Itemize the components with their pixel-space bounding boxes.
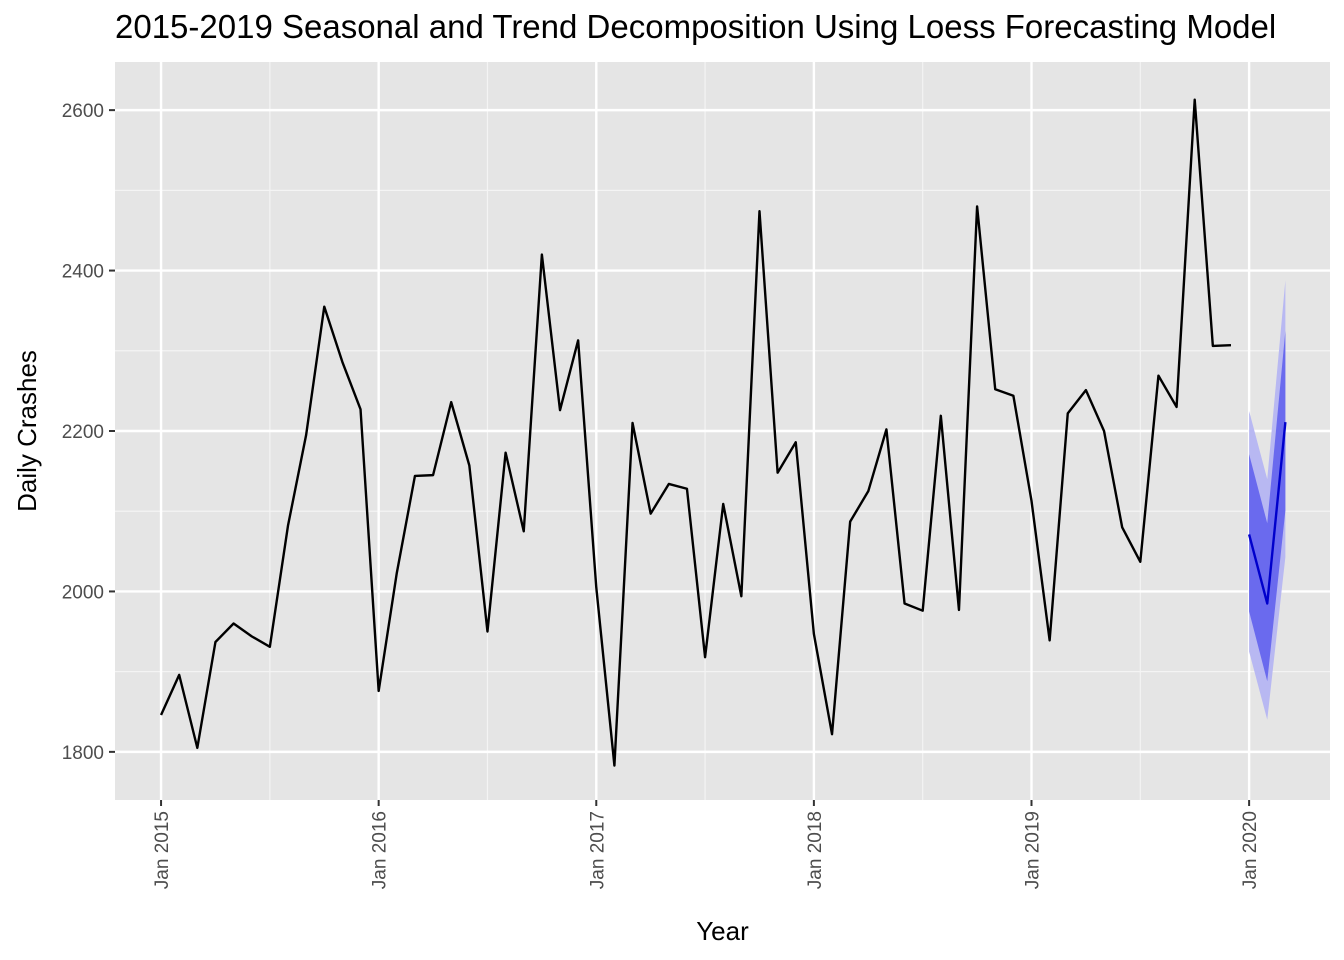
y-axis-title: Daily Crashes (12, 350, 42, 512)
x-tick-label: Jan 2015 (152, 811, 173, 889)
chart-title: 2015-2019 Seasonal and Trend Decompositi… (115, 8, 1277, 45)
x-tick-label: Jan 2018 (805, 811, 826, 889)
y-tick-label: 2000 (62, 582, 104, 603)
y-tick-label: 1800 (62, 743, 104, 764)
axes: 1800 2000 2200 2400 2600 Jan 2015 Jan 2016 Jan … (62, 101, 1261, 889)
forecast-80-interval (1249, 330, 1286, 682)
y-tick-label: 2200 (62, 422, 104, 443)
x-axis-title: Year (696, 916, 749, 946)
y-tick-label: 2600 (62, 101, 104, 122)
series-lines (159, 98, 1287, 767)
y-tick-label: 2400 (62, 262, 104, 283)
observed-line (159, 98, 1232, 767)
forecast-bands (1249, 280, 1286, 720)
x-tick-label: Jan 2019 (1022, 811, 1043, 889)
x-tick-label: Jan 2016 (370, 811, 391, 889)
x-tick-label: Jan 2020 (1240, 811, 1261, 889)
x-tick-label: Jan 2017 (587, 811, 608, 889)
